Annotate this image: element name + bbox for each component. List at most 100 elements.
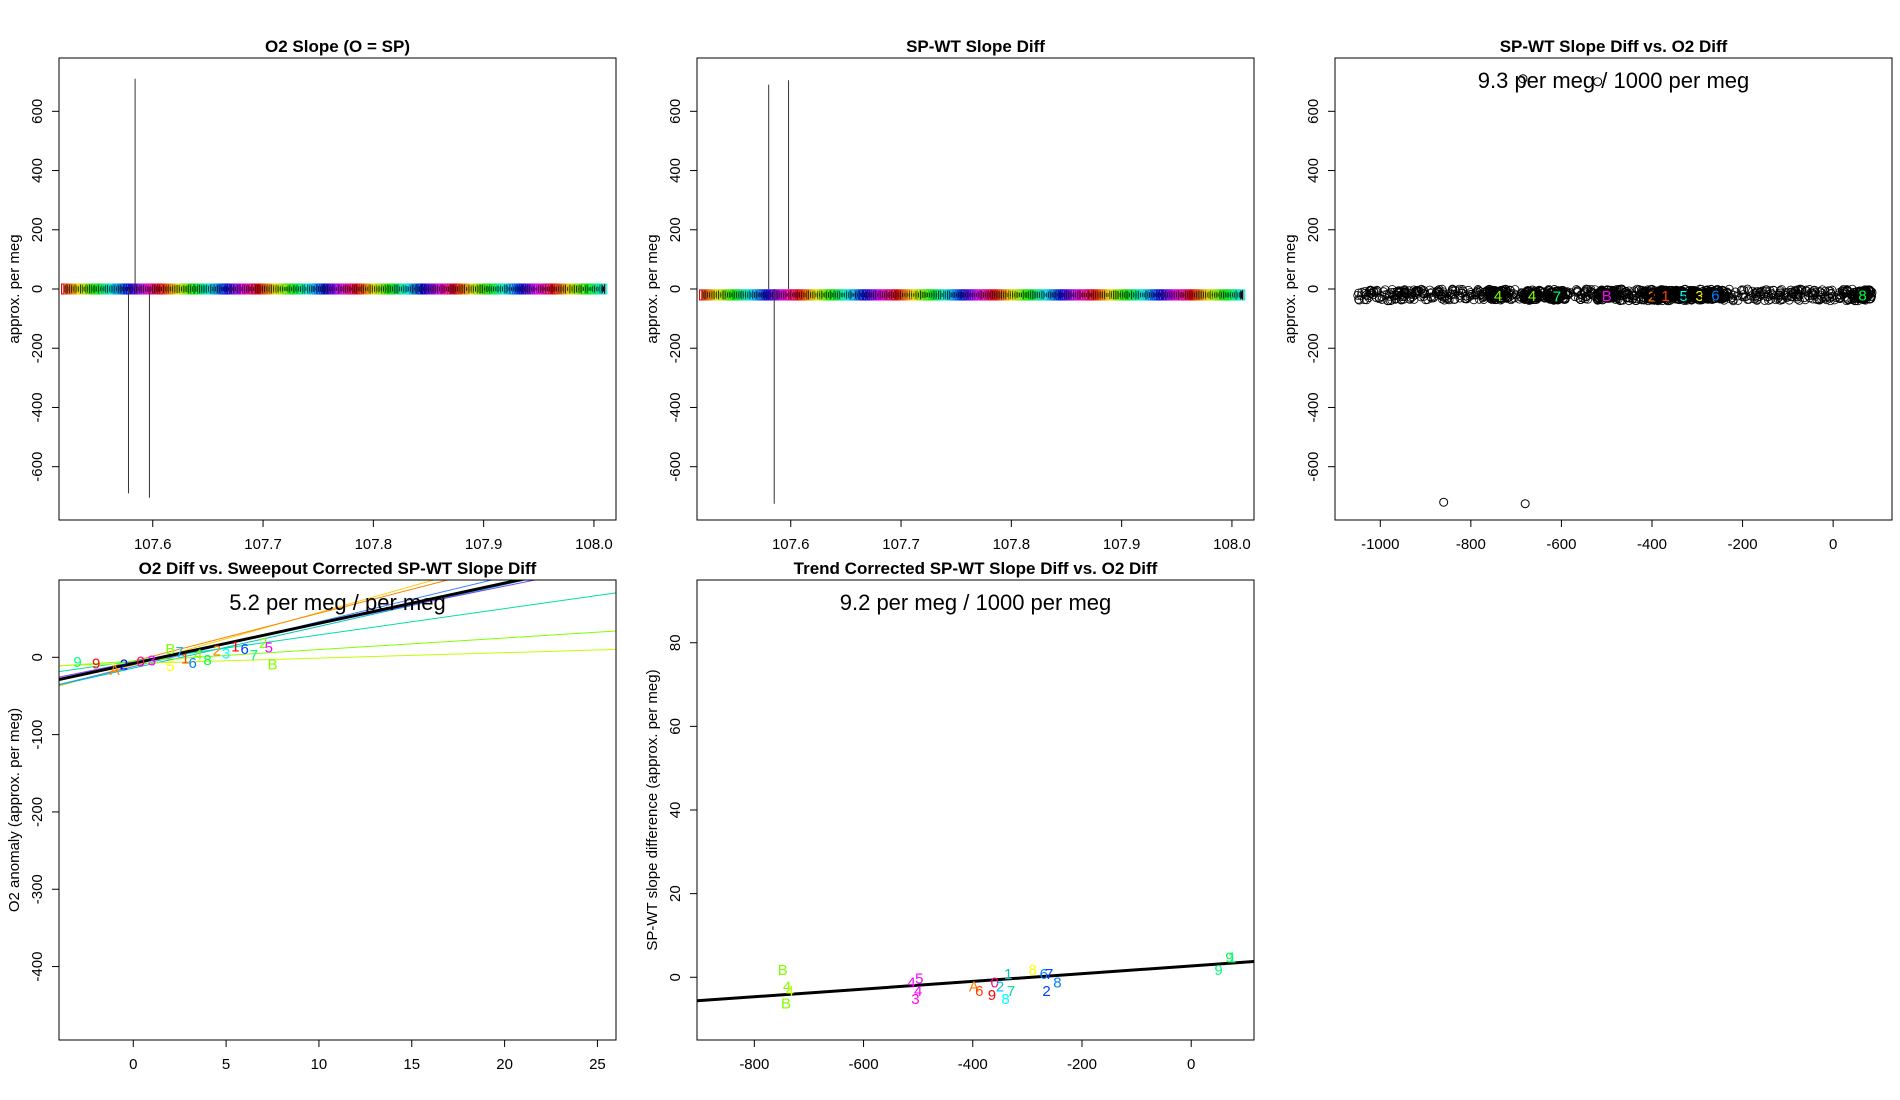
scatter-point [1827,285,1837,295]
scatter-point [1787,292,1797,302]
scatter-point [1865,293,1876,304]
scatter-point [1377,295,1387,304]
y-tick-label: 600 [29,99,46,124]
data-point-label: 9 [1214,962,1222,979]
data-point-label: A [110,662,120,679]
x-tick-label: 107.7 [882,536,920,553]
scatter-point [1737,285,1747,295]
cluster-label: 6 [1711,287,1719,304]
scatter-point [1718,291,1729,302]
data-point-label: 9 [1225,949,1233,966]
scatter-point [1399,291,1409,301]
scatter-point [1372,293,1381,303]
scatter-point [1795,284,1805,294]
y-tick-label: 60 [667,718,684,735]
y-tick-label: 200 [667,217,684,242]
data-point-label: 9 [92,656,100,673]
y-axis-label: O2 anomaly (approx. per meg) [6,708,23,912]
data-point-label: 4 [907,974,915,991]
scatter-point [1816,290,1826,300]
y-tick-label: -600 [1305,452,1322,482]
fit-line [59,580,526,682]
x-tick-label: -800 [1456,536,1486,553]
data-point-label: 1 [181,650,189,667]
data-point-label: 8 [1029,962,1037,979]
y-tick-label: 0 [1305,285,1322,293]
y-tick-label: 80 [667,634,684,651]
outlier-point [1520,499,1530,509]
scatter-point [1601,287,1612,298]
scatter-point [1810,285,1820,295]
scatter-point [1380,285,1390,295]
x-tick-label: -1000 [1361,536,1399,553]
data-point-label: 8 [1053,974,1061,991]
scatter-point [1437,289,1447,299]
data-point-label: 5 [265,639,273,656]
data-point-label: 6 [240,641,248,658]
x-tick-label: 25 [589,1056,606,1073]
data-point-label: 6 [1040,966,1048,983]
y-axis-label: approx. per meg [644,234,661,343]
scatter-point [1701,293,1712,304]
x-tick-label: -200 [1728,536,1758,553]
data-point-label: 7 [250,647,258,664]
scatter-point [1686,287,1697,298]
data-point-label: 5 [166,658,174,675]
outlier-point [1518,74,1528,84]
x-tick-label: -400 [958,1056,988,1073]
data-point-label: 6 [975,983,983,1000]
scatter-point [1825,296,1835,306]
scatter-point [1429,291,1439,301]
y-tick-label: -200 [29,797,46,827]
y-tick-label: 400 [29,158,46,183]
scatter-point [1839,289,1849,299]
cluster-label: 5 [1680,288,1688,305]
y-tick-label: -600 [667,452,684,482]
x-tick-label: 108.0 [575,536,613,553]
scatter-point [1743,295,1753,304]
x-tick-label: 107.7 [244,536,282,553]
scatter-point [1383,296,1393,306]
data-point-label: 1 [231,639,239,656]
scatter-point [1816,294,1826,304]
y-tick-label: -400 [29,952,46,982]
scatter-point [1448,286,1458,296]
data-point-label: 2 [1042,983,1050,1000]
chart-panel-2: SP-WT Slope Diff approx. per meg 107.6 107.… [644,37,1255,553]
group-fit-line [59,648,616,667]
scatter-point [1363,291,1373,301]
plot-frame [696,57,1255,521]
data-point-label: 2 [996,979,1004,996]
chart-panel-1: O2 Slope (O = SP) approx. per meg 107.6 107… [6,37,617,553]
data-point-label: 1 [1004,966,1012,983]
scatter-point [1801,285,1811,295]
y-tick-label: -100 [29,720,46,750]
scatter-point [1775,288,1785,298]
scatter-point [1755,288,1764,297]
chart-title: SP-WT Slope Diff vs. O2 Diff [1500,37,1728,56]
data-point-label: 1 [1228,949,1236,966]
scatter-point [1534,285,1545,296]
scatter-point [1652,289,1663,300]
cluster-label: 4 [1494,288,1502,305]
y-tick-label: -400 [667,392,684,422]
y-tick-label: 40 [667,802,684,819]
scatter-point [1400,288,1409,298]
scatter-point [1398,292,1408,302]
y-tick-label: 0 [29,653,46,661]
data-point-label: A [969,979,979,996]
scatter-point [1595,293,1606,304]
x-tick-label: 20 [496,1056,513,1073]
scatter-point [1581,292,1591,302]
x-tick-label: -600 [1546,536,1576,553]
scatter-point [1752,294,1762,304]
scatter-point [1455,293,1465,303]
data-point-label: 2 [213,643,221,660]
scatter-point [1406,293,1415,302]
scatter-point [1782,293,1792,302]
y-tick-label: 600 [1305,99,1322,124]
scatter-point [1756,290,1766,300]
y-tick-label: -200 [667,333,684,363]
scatter-point [1827,292,1837,301]
